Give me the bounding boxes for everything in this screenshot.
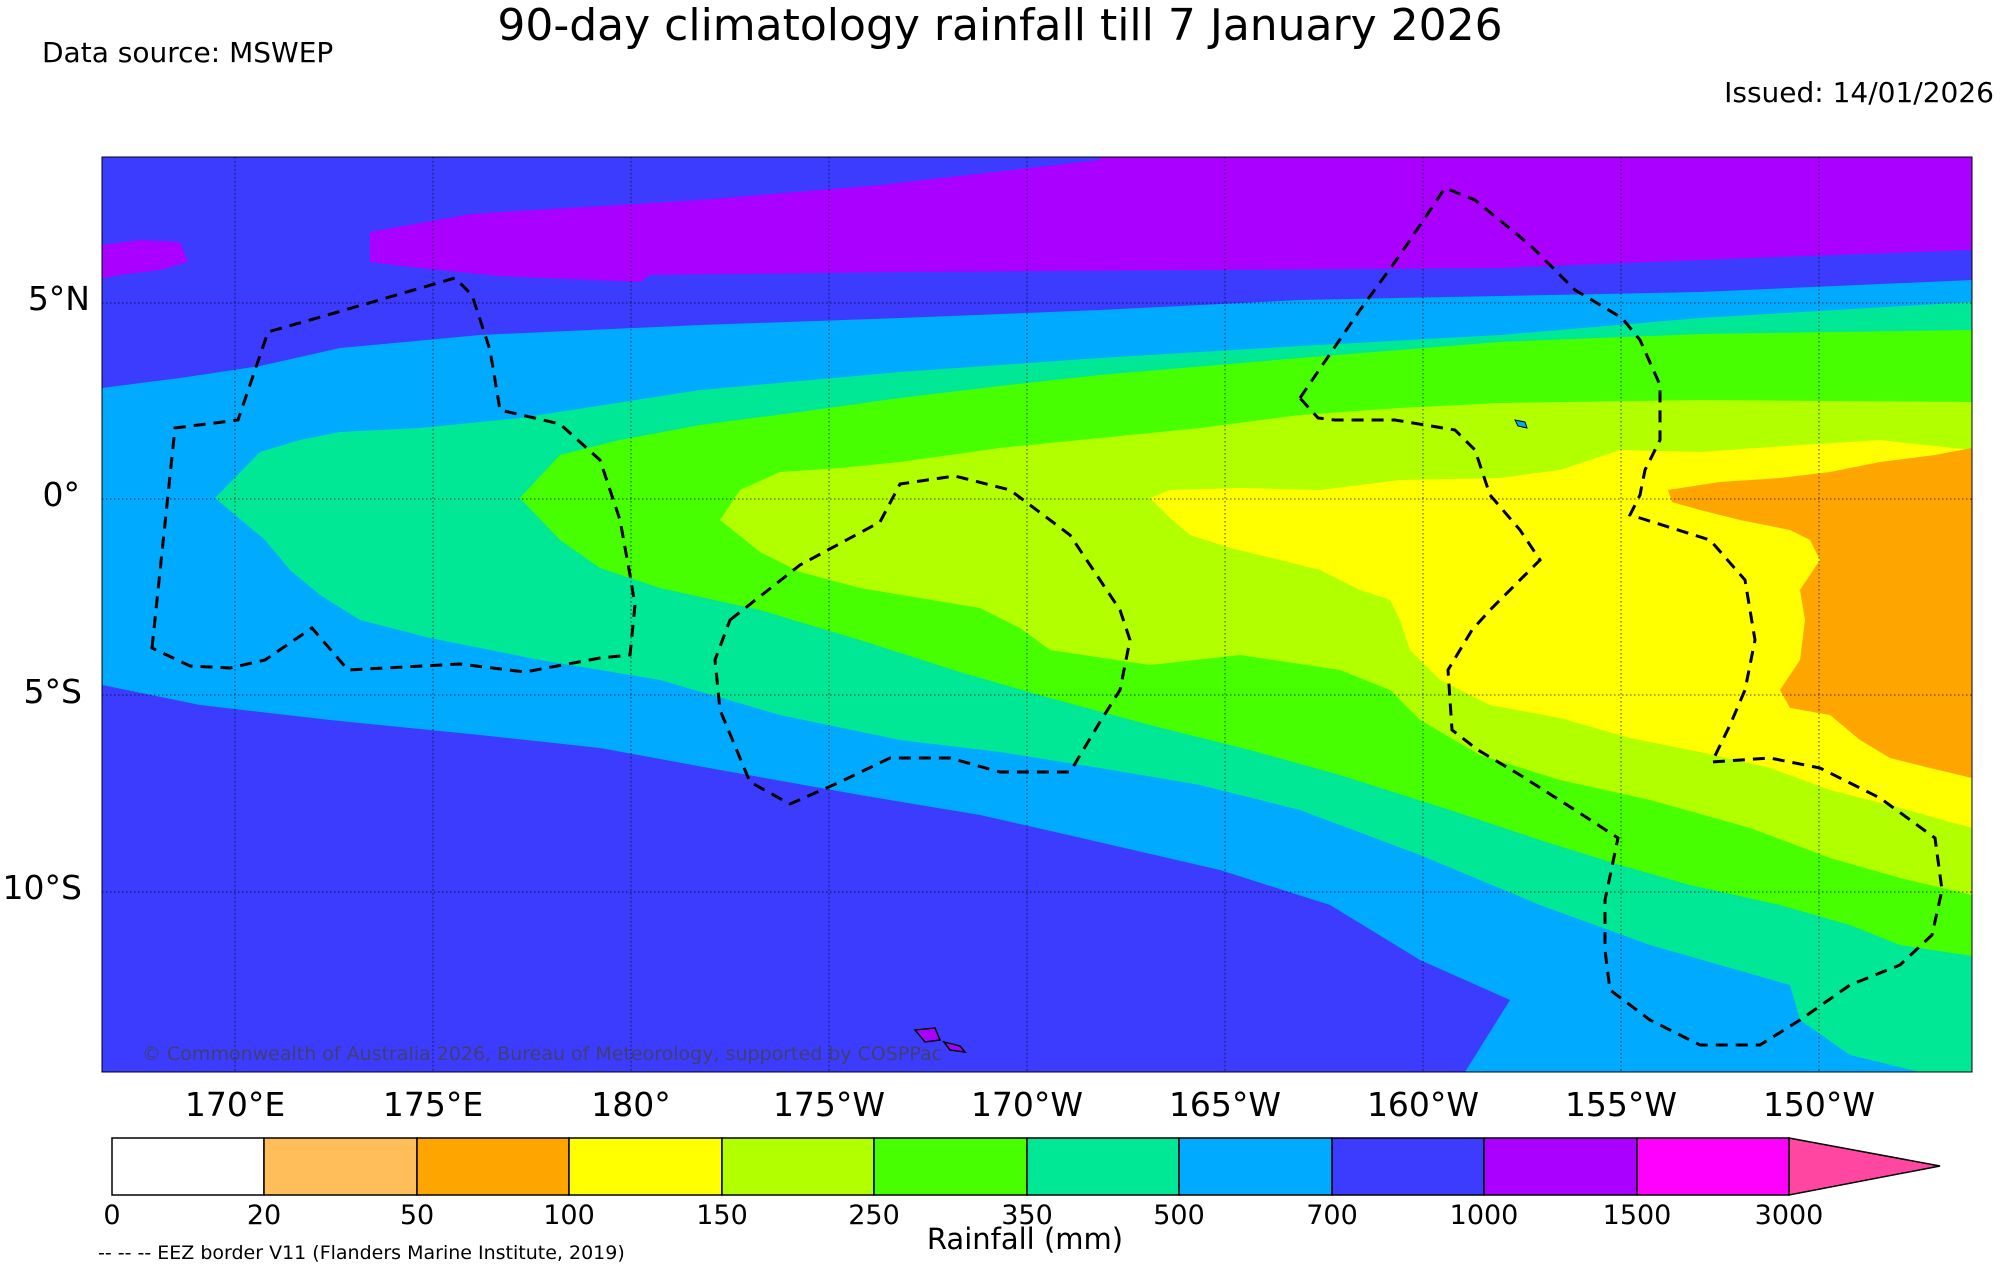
colorbar-tick: 1000 — [1449, 1200, 1519, 1231]
colorbar-segment-100-150 — [568, 1137, 723, 1196]
colorbar-tick: 20 — [246, 1200, 282, 1231]
colorbar-extension-over-3000 — [1788, 1137, 1941, 1196]
band-1000-1500 — [102, 157, 1972, 282]
colorbar-tick: 50 — [399, 1200, 435, 1231]
colorbar-tick: 700 — [1306, 1200, 1358, 1231]
colorbar-segment-20-50 — [263, 1137, 418, 1196]
colorbar-segment-250-350 — [873, 1137, 1028, 1196]
lon-label-170e: 170°E — [184, 1085, 286, 1124]
lon-label-150w: 150°W — [1762, 1085, 1876, 1124]
map-frame — [101, 156, 1973, 1073]
colorbar-tick: 500 — [1153, 1200, 1205, 1231]
colorbar-tick: 250 — [848, 1200, 900, 1231]
lat-label-10s: 10°S — [2, 868, 82, 907]
colorbar-segment-700-1000 — [1331, 1137, 1485, 1196]
gridlines — [102, 157, 1972, 1072]
lon-label-180: 180° — [591, 1085, 671, 1124]
colorbar-tick: 3000 — [1754, 1200, 1824, 1231]
lon-label-165w: 165°W — [1168, 1085, 1282, 1124]
colorbar-tick: 100 — [543, 1200, 595, 1231]
colorbar-segment-150-250 — [721, 1137, 875, 1196]
colorbar-segment-50-100 — [416, 1137, 570, 1196]
lon-label-175e: 175°E — [382, 1085, 484, 1124]
colorbar-segment-500-700 — [1178, 1137, 1333, 1196]
eez-legend-note: -- -- -- EEZ border V11 (Flanders Marine… — [98, 1242, 625, 1264]
map-title: 90-day climatology rainfall till 7 Janua… — [497, 0, 1503, 51]
colorbar-segment-0-20 — [111, 1137, 265, 1196]
eez-borders — [150, 186, 1944, 1047]
lon-label-155w: 155°W — [1564, 1085, 1678, 1124]
lat-label-5n: 5°N — [27, 279, 90, 318]
colorbar — [111, 1137, 1941, 1196]
issued-date: Issued: 14/01/2026 — [1724, 76, 1994, 109]
band-50-100 — [1668, 448, 1972, 778]
island — [1514, 419, 1528, 429]
lat-label-0: 0° — [42, 475, 81, 514]
lat-label-5s: 5°S — [23, 672, 82, 711]
colorbar-segment-1500-3000 — [1636, 1137, 1790, 1196]
colorbar-tick: 150 — [696, 1200, 748, 1231]
colorbar-segment-350-500 — [1026, 1137, 1180, 1196]
island — [913, 1027, 942, 1043]
band-100-150 — [1150, 440, 1972, 828]
copyright-notice: © Commonwealth of Australia 2026, Bureau… — [142, 1043, 943, 1065]
lon-label-170w: 170°W — [970, 1085, 1084, 1124]
colorbar-tick: 350 — [1001, 1200, 1053, 1231]
island — [942, 1040, 967, 1053]
lon-label-175w: 175°W — [772, 1085, 886, 1124]
colorbar-label: Rainfall (mm) — [926, 1222, 1124, 1256]
band-1000-1500-west — [102, 240, 188, 278]
colorbar-segment-1000-1500 — [1483, 1137, 1638, 1196]
colorbar-tick: 1500 — [1602, 1200, 1672, 1231]
colorbar-tick: 0 — [103, 1200, 121, 1231]
lon-label-160w: 160°W — [1366, 1085, 1480, 1124]
data-source: Data source: MSWEP — [42, 36, 334, 69]
